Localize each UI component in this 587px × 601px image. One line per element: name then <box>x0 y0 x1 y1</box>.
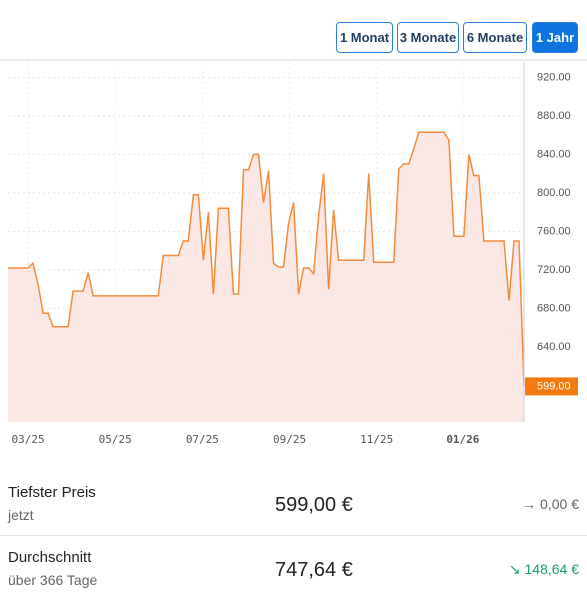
price-line <box>8 131 525 387</box>
y-tick-label: 880.00 <box>537 110 571 122</box>
range-button[interactable]: 1 Jahr <box>532 22 578 53</box>
chart: 640.00 680.00 720.00 760.00 800.00 840.00 880.… <box>0 59 587 446</box>
stat-change: → 0,00 € <box>522 496 579 512</box>
x-tick-label: 01/26 <box>446 433 479 446</box>
range-button[interactable]: 3 Monate <box>397 22 459 53</box>
current-price-marker <box>525 377 578 396</box>
range-button[interactable]: 6 Monate <box>463 22 527 53</box>
y-tick-label: 920.00 <box>537 71 571 83</box>
x-tick-label: 09/25 <box>273 433 306 446</box>
stat-label: Tiefster Preis <box>8 484 96 501</box>
stat-sublabel: jetzt <box>8 507 34 523</box>
y-tick-label: 640.00 <box>537 341 571 353</box>
stat-label: Durchschnitt <box>8 549 92 566</box>
y-tick-label: 760.00 <box>537 225 571 237</box>
range-button[interactable]: 1 Monat <box>336 22 393 53</box>
stat-row: Durchschnitt über 366 Tage 747,64 € ↘ 148,6… <box>0 535 587 601</box>
stat-value: 599,00 € <box>275 494 353 516</box>
y-tick-label: 720.00 <box>537 264 571 276</box>
area <box>8 132 524 423</box>
x-tick-label: 11/25 <box>360 433 393 446</box>
separator <box>0 535 587 536</box>
stat-value: 747,64 € <box>275 559 353 581</box>
x-tick-label: 03/25 <box>11 433 44 446</box>
y-tick-label: 680.00 <box>537 302 571 314</box>
stat-row: Tiefster Preis jetzt 599,00 € → 0,00 € <box>0 470 587 536</box>
y-tick-label: 800.00 <box>537 187 571 199</box>
x-tick-label: 05/25 <box>99 433 132 446</box>
y-tick-label: 840.00 <box>537 148 571 160</box>
current-price-label: 599.00 <box>537 380 571 392</box>
stat-sublabel: über 366 Tage <box>8 572 98 588</box>
x-tick-label: 07/25 <box>186 433 219 446</box>
stat-change: ↘ 148,64 € <box>508 561 579 577</box>
